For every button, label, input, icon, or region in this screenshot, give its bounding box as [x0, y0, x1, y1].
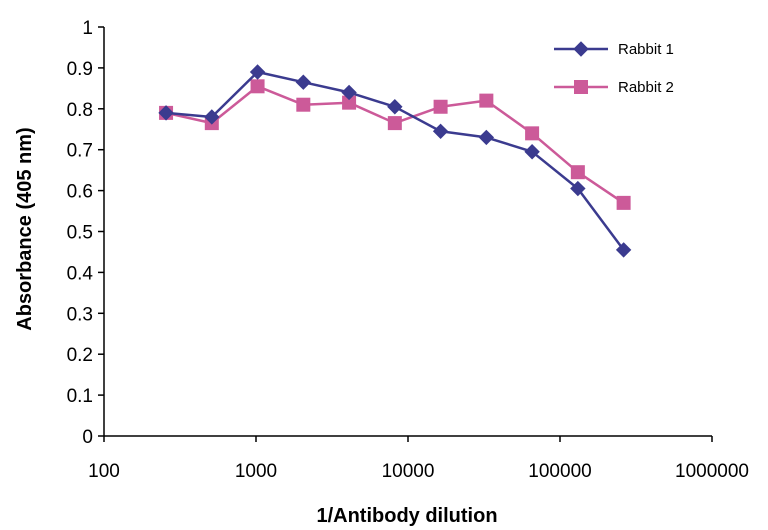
x-tick-label: 100000 — [528, 461, 591, 482]
legend-item: Rabbit 2 — [554, 79, 674, 96]
data-point — [479, 93, 494, 108]
x-tick-label: 1000000 — [675, 461, 749, 482]
data-point — [478, 129, 495, 146]
y-axis-title: Absorbance (405 nm) — [14, 127, 36, 330]
legend: Rabbit 1 Rabbit 2 — [554, 41, 674, 96]
y-tick-label: 0.4 — [67, 263, 94, 284]
data-point — [570, 165, 585, 180]
y-tick-label: 0.8 — [67, 100, 93, 121]
data-point — [295, 74, 312, 90]
data-point — [204, 109, 220, 125]
x-axis-ticks: 100 1000 10000 100000 1000000 — [88, 436, 749, 482]
data-point — [296, 97, 311, 112]
series-rabbit-1 — [158, 64, 632, 258]
data-point — [570, 180, 586, 197]
legend-item: Rabbit 1 — [554, 41, 674, 58]
y-tick-label: 0 — [82, 427, 93, 448]
y-tick-label: 1 — [82, 18, 93, 39]
series-layer — [158, 64, 632, 258]
data-point — [524, 144, 540, 160]
y-axis-ticks: 0 0.1 0.2 0.3 0.4 0.5 0.6 0.7 0.8 0.9 1 — [67, 18, 104, 448]
data-point — [250, 79, 265, 94]
y-tick-label: 0.7 — [67, 141, 93, 162]
y-tick-label: 0.1 — [67, 386, 93, 407]
y-tick-label: 0.3 — [67, 304, 93, 325]
diamond-marker-icon — [573, 41, 589, 57]
y-tick-label: 0.5 — [67, 223, 93, 244]
data-point — [341, 84, 357, 101]
x-tick-label: 10000 — [382, 461, 435, 482]
data-point — [387, 99, 403, 115]
data-point — [615, 242, 632, 258]
data-point — [433, 99, 448, 114]
x-axis-title: 1/Antibody dilution — [316, 505, 497, 527]
x-tick-label: 1000 — [235, 461, 277, 482]
legend-label: Rabbit 1 — [618, 41, 674, 58]
data-point — [158, 105, 174, 121]
series-line — [165, 70, 625, 251]
legend-label: Rabbit 2 — [618, 79, 674, 96]
data-point — [432, 123, 449, 140]
data-point — [616, 195, 631, 210]
y-tick-label: 0.9 — [67, 59, 93, 80]
data-point — [525, 126, 540, 141]
square-marker-icon — [574, 80, 588, 94]
data-point — [387, 116, 402, 131]
data-point — [249, 64, 266, 80]
y-tick-label: 0.2 — [67, 345, 93, 366]
x-tick-label: 100 — [88, 461, 120, 482]
y-tick-label: 0.6 — [67, 182, 93, 203]
